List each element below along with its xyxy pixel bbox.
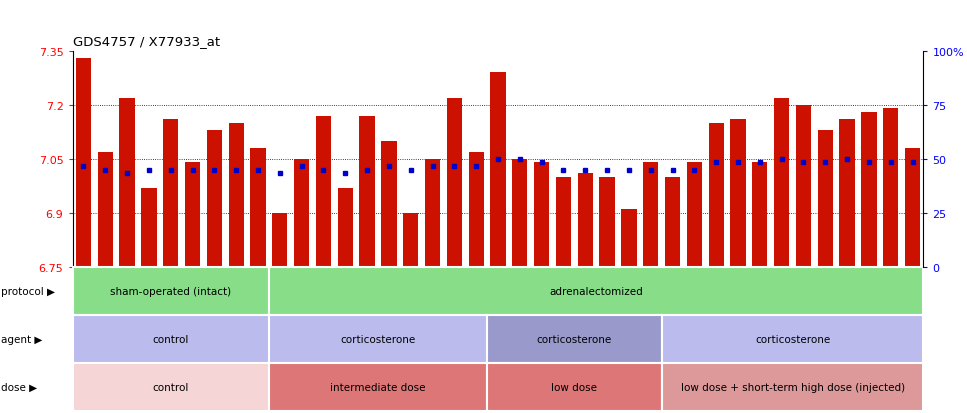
Text: agent ▶: agent ▶ <box>1 334 43 344</box>
Text: corticosterone: corticosterone <box>340 334 416 344</box>
Text: intermediate dose: intermediate dose <box>331 382 425 392</box>
Bar <box>228 123 244 267</box>
Text: corticosterone: corticosterone <box>755 334 831 344</box>
Bar <box>98 152 113 267</box>
Bar <box>316 116 331 267</box>
Bar <box>294 159 309 267</box>
Bar <box>73 267 269 315</box>
Bar <box>141 188 157 267</box>
Text: dose ▶: dose ▶ <box>1 382 37 392</box>
Text: sham-operated (intact): sham-operated (intact) <box>110 286 231 296</box>
Bar <box>272 213 287 267</box>
Bar <box>577 174 593 267</box>
Bar <box>425 159 440 267</box>
Bar <box>469 152 484 267</box>
Bar <box>661 363 923 411</box>
Bar <box>661 315 923 363</box>
Bar <box>905 149 921 267</box>
Bar <box>709 123 724 267</box>
Text: GDS4757 / X77933_at: GDS4757 / X77933_at <box>73 35 220 47</box>
Bar <box>513 159 527 267</box>
Bar <box>818 131 833 267</box>
Bar <box>381 142 396 267</box>
Text: protocol ▶: protocol ▶ <box>1 286 55 296</box>
Bar <box>360 116 375 267</box>
Bar <box>250 149 266 267</box>
Bar <box>534 163 549 267</box>
Text: adrenalectomized: adrenalectomized <box>549 286 643 296</box>
Bar <box>490 73 506 267</box>
Bar <box>185 163 200 267</box>
Bar <box>839 120 855 267</box>
Bar <box>207 131 222 267</box>
Bar <box>73 315 269 363</box>
Bar <box>665 178 680 267</box>
Text: low dose: low dose <box>551 382 598 392</box>
Bar <box>621 210 636 267</box>
Bar <box>774 98 789 267</box>
Text: control: control <box>153 382 189 392</box>
Text: corticosterone: corticosterone <box>537 334 612 344</box>
Bar <box>556 178 571 267</box>
Bar <box>487 315 661 363</box>
Bar <box>73 363 269 411</box>
Bar <box>883 109 898 267</box>
Bar <box>487 363 661 411</box>
Bar <box>120 98 134 267</box>
Bar <box>403 213 419 267</box>
Bar <box>643 163 659 267</box>
Bar <box>730 120 746 267</box>
Bar <box>600 178 615 267</box>
Bar <box>447 98 462 267</box>
Bar <box>75 59 91 267</box>
Bar <box>752 163 768 267</box>
Bar <box>269 315 487 363</box>
Bar <box>862 113 876 267</box>
Bar <box>687 163 702 267</box>
Bar <box>337 188 353 267</box>
Bar <box>269 363 487 411</box>
Bar <box>269 267 923 315</box>
Bar <box>163 120 178 267</box>
Text: low dose + short-term high dose (injected): low dose + short-term high dose (injecte… <box>681 382 905 392</box>
Bar <box>796 106 811 267</box>
Text: control: control <box>153 334 189 344</box>
